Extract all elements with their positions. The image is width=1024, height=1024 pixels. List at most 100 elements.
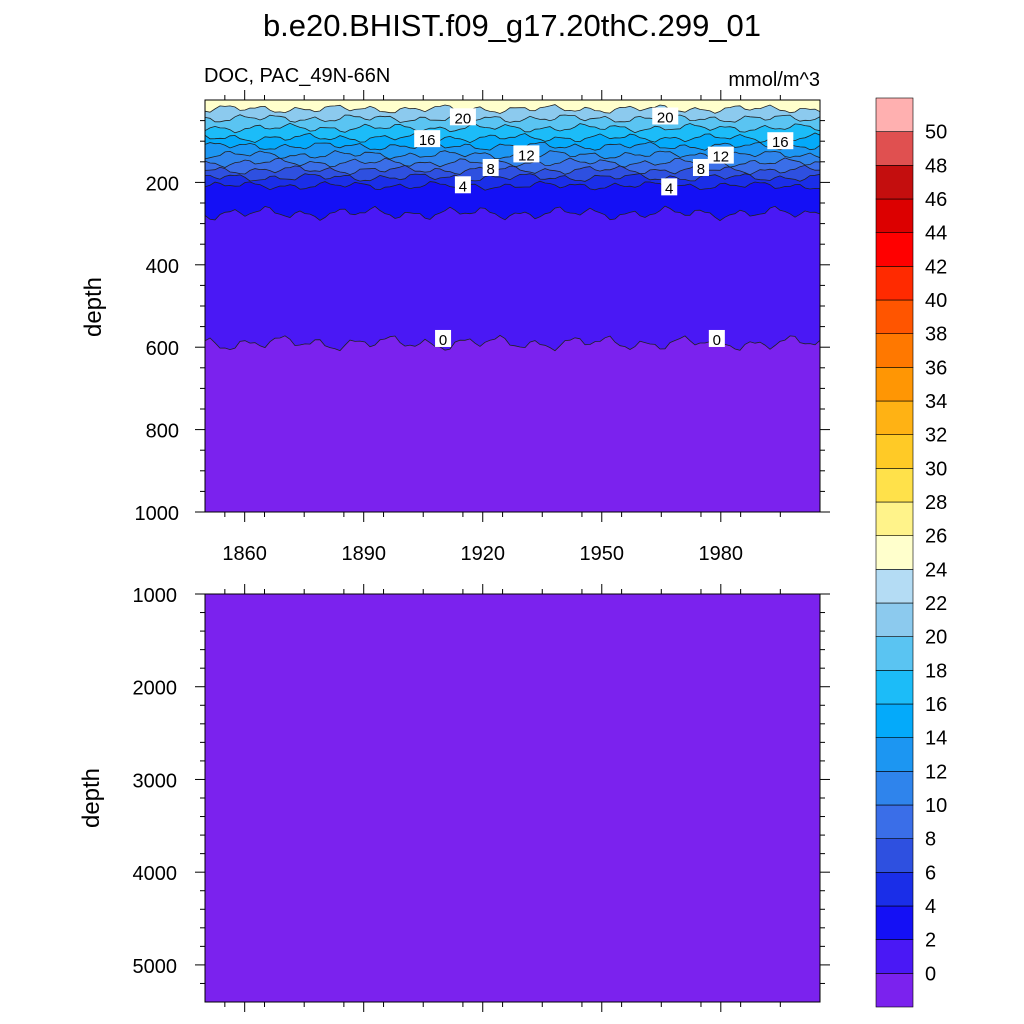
contour-label: 0 bbox=[713, 332, 721, 349]
colorbar-label: 14 bbox=[925, 728, 947, 750]
colorbar-swatch bbox=[875, 501, 914, 536]
x-tick-label: 1890 bbox=[341, 543, 386, 565]
colorbar-swatch bbox=[875, 838, 914, 873]
colorbar-swatch bbox=[875, 333, 914, 368]
contour-line-16 bbox=[205, 132, 820, 144]
contour-label-bg bbox=[661, 178, 678, 196]
y-tick-label: 600 bbox=[146, 338, 179, 360]
contour-line-4 bbox=[205, 180, 820, 191]
colorbar-label: 2 bbox=[925, 930, 936, 952]
x-tick-label: 1860 bbox=[222, 543, 267, 565]
colorbar-swatch bbox=[875, 737, 914, 772]
contour-label: 20 bbox=[455, 110, 472, 127]
contour-line-18 bbox=[205, 122, 820, 134]
contour-line-6 bbox=[205, 173, 820, 182]
contour-label: 0 bbox=[439, 332, 447, 349]
panel-units-label: mmol/m^3 bbox=[728, 69, 820, 91]
colorbar-swatch bbox=[875, 973, 914, 1008]
colorbar-swatch bbox=[875, 569, 914, 604]
contour-label-bg bbox=[692, 158, 709, 176]
colorbar-label: 12 bbox=[925, 761, 947, 783]
y-tick-label: 2000 bbox=[133, 678, 178, 700]
contour-line-14 bbox=[205, 141, 820, 151]
chart-title: b.e20.BHIST.f09_g17.20thC.299_01 bbox=[263, 8, 761, 43]
colorbar-label: 50 bbox=[925, 122, 947, 144]
contour-label-bg bbox=[652, 107, 679, 125]
colorbar-swatch bbox=[875, 198, 914, 233]
contour-label: 16 bbox=[772, 134, 789, 151]
upper-y-axis-label: depth bbox=[80, 277, 107, 337]
contour-label: 12 bbox=[518, 147, 535, 164]
colorbar-swatch bbox=[875, 97, 914, 132]
y-tick-label: 3000 bbox=[133, 770, 178, 792]
colorbar-label: 36 bbox=[925, 357, 947, 379]
upper-contour-fill bbox=[205, 100, 820, 512]
colorbar-swatch bbox=[875, 804, 914, 839]
contour-label-bg bbox=[708, 329, 725, 347]
contour-label-bg bbox=[482, 158, 499, 176]
lower-panel: 1000 2000 3000 4000 5000 bbox=[133, 584, 830, 1012]
colorbar-swatch bbox=[875, 535, 914, 570]
band-below-0 bbox=[205, 335, 820, 512]
contour-label-bg bbox=[513, 145, 540, 163]
colorbar-swatch bbox=[875, 703, 914, 738]
colorbar-swatch bbox=[875, 400, 914, 435]
y-tick-label: 1000 bbox=[133, 585, 178, 607]
colorbar-label: 0 bbox=[925, 963, 936, 985]
colorbar-swatch bbox=[875, 232, 914, 267]
colorbar-label: 6 bbox=[925, 862, 936, 884]
contour-label-bg bbox=[435, 329, 452, 347]
contour-label: 8 bbox=[487, 161, 495, 178]
colorbar-label: 44 bbox=[925, 223, 947, 245]
x-tick-label: 1920 bbox=[460, 543, 505, 565]
y-tick-label: 5000 bbox=[133, 956, 178, 978]
contour-label-bg bbox=[767, 132, 794, 150]
contour-label: 16 bbox=[419, 132, 436, 149]
colorbar-label: 46 bbox=[925, 189, 947, 211]
colorbar-label: 20 bbox=[925, 627, 947, 649]
contour-line-20 bbox=[205, 114, 820, 123]
contour-line-2 bbox=[205, 205, 820, 222]
colorbar-swatch bbox=[875, 266, 914, 301]
colorbar-label: 8 bbox=[925, 829, 936, 851]
colorbar-label: 26 bbox=[925, 526, 947, 548]
contour-label-bg bbox=[707, 146, 734, 164]
contour-line-22 bbox=[205, 104, 820, 114]
colorbar-swatch bbox=[875, 299, 914, 334]
contour-label: 12 bbox=[712, 149, 729, 166]
colorbar-label: 16 bbox=[925, 694, 947, 716]
colorbar-label: 4 bbox=[925, 896, 936, 918]
y-tick-label: 800 bbox=[146, 421, 179, 443]
colorbar-swatch bbox=[875, 636, 914, 671]
colorbar-label: 40 bbox=[925, 290, 947, 312]
contour-label-bg bbox=[449, 108, 476, 126]
colorbar-swatch bbox=[875, 872, 914, 907]
colorbar: 0246810121416182022242628303234363840424… bbox=[875, 97, 947, 1008]
contour-label: 20 bbox=[657, 109, 674, 126]
colorbar-swatch bbox=[875, 905, 914, 940]
colorbar-swatch bbox=[875, 771, 914, 806]
y-tick-label: 1000 bbox=[135, 503, 180, 525]
colorbar-label: 48 bbox=[925, 155, 947, 177]
contour-label-bg bbox=[454, 176, 471, 194]
colorbar-label: 30 bbox=[925, 458, 947, 480]
colorbar-swatch bbox=[875, 434, 914, 469]
colorbar-swatch bbox=[875, 165, 914, 200]
colorbar-label: 28 bbox=[925, 492, 947, 514]
colorbar-label: 32 bbox=[925, 425, 947, 447]
colorbar-label: 10 bbox=[925, 795, 947, 817]
colorbar-label: 34 bbox=[925, 391, 947, 413]
contour-line-8 bbox=[205, 164, 820, 176]
y-tick-label: 4000 bbox=[133, 863, 178, 885]
colorbar-label: 22 bbox=[925, 593, 947, 615]
y-tick-label: 200 bbox=[146, 173, 179, 195]
contour-label: 4 bbox=[665, 180, 673, 197]
panel-left-label: DOC, PAC_49N-66N bbox=[204, 65, 390, 87]
colorbar-swatch bbox=[875, 468, 914, 503]
colorbar-swatch bbox=[875, 602, 914, 637]
colorbar-swatch bbox=[875, 367, 914, 402]
colorbar-label: 24 bbox=[925, 559, 947, 581]
x-tick-label: 1950 bbox=[580, 543, 625, 565]
